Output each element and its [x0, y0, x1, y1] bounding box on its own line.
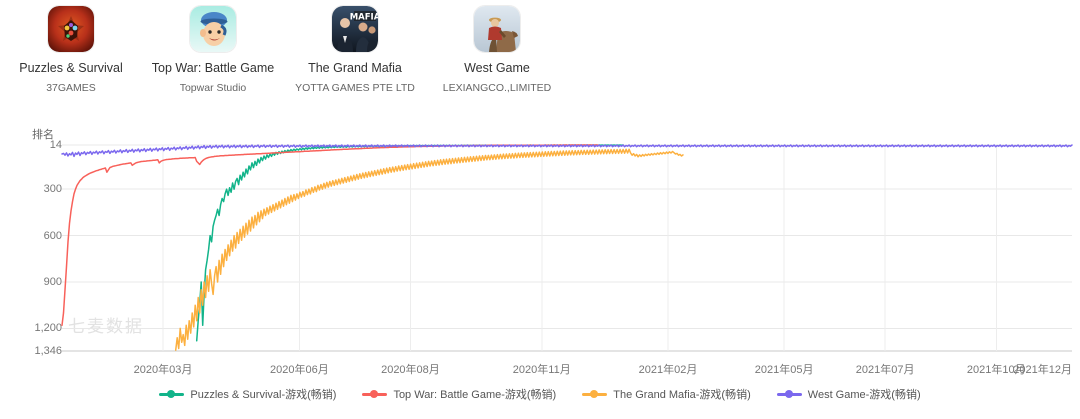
- x-tick-label: 2021年07月: [855, 364, 915, 376]
- app-developer: 37GAMES: [46, 82, 96, 94]
- legend-label: The Grand Mafia-游戏(畅销): [613, 389, 751, 401]
- y-axis-ticks: 14 300 600 900 1,200 1,346: [0, 112, 62, 419]
- top-war-battle-game-icon[interactable]: [190, 6, 236, 52]
- x-tick-label: 2021年12月: [1013, 364, 1072, 376]
- x-tick-label: 2021年02月: [638, 364, 698, 376]
- y-tick-label: 900: [43, 276, 62, 289]
- y-tick-label: 600: [43, 229, 62, 242]
- legend-swatch-icon: [582, 389, 608, 400]
- the-grand-mafia-icon[interactable]: MAFIA: [332, 6, 378, 52]
- legend-label: West Game-游戏(畅销): [807, 389, 921, 401]
- rank-trend-chart[interactable]: 排名 七麦数据 14 300 600 900 1,200 1,346 2020年03月 20…: [0, 112, 1080, 419]
- app-card-grand-mafia[interactable]: MAFIA The Grand Mafia YOTTA GAMES PTE LT…: [284, 6, 426, 106]
- puzzles-survival-icon[interactable]: [48, 6, 94, 52]
- legend-swatch-icon: [159, 389, 185, 400]
- series-line[interactable]: [61, 144, 1073, 158]
- x-tick-label: 2020年03月: [133, 364, 193, 376]
- y-tick-label: 1,200: [34, 322, 62, 335]
- x-tick-label: 2020年08月: [381, 364, 440, 376]
- app-name: Top War: Battle Game: [151, 61, 275, 75]
- app-name: The Grand Mafia: [308, 61, 402, 75]
- legend-label: Puzzles & Survival-游戏(畅销): [190, 389, 337, 401]
- app-card-west-game[interactable]: West Game LEXIANGCO.,LIMITED: [426, 6, 568, 106]
- legend-item[interactable]: West Game-游戏(畅销): [776, 386, 921, 402]
- chart-plot[interactable]: [0, 112, 1080, 419]
- x-tick-label: 2021年05月: [754, 364, 814, 376]
- y-tick-label: 300: [43, 183, 62, 196]
- chart-legend[interactable]: Puzzles & Survival-游戏(畅销) Top War: Battle…: [0, 386, 1080, 402]
- svg-text:MAFIA: MAFIA: [350, 13, 378, 23]
- app-developer: Topwar Studio: [179, 82, 247, 94]
- series-line[interactable]: [195, 144, 624, 342]
- x-tick-label: 2020年06月: [269, 364, 329, 376]
- app-card-top-war[interactable]: Top War: Battle Game Topwar Studio: [142, 6, 284, 106]
- legend-label: Top War: Battle Game-游戏(畅销): [393, 389, 557, 401]
- app-name: Puzzles & Survival: [19, 61, 123, 75]
- legend-swatch-icon: [362, 389, 388, 400]
- legend-item[interactable]: Top War: Battle Game-游戏(畅销): [362, 386, 556, 402]
- legend-item[interactable]: Puzzles & Survival-游戏(畅销): [159, 386, 336, 402]
- west-game-icon[interactable]: [474, 6, 520, 52]
- y-tick-label: 14: [49, 139, 62, 151]
- app-developer: LEXIANGCO.,LIMITED: [442, 82, 552, 94]
- series-line[interactable]: [174, 148, 684, 351]
- chart-watermark: 七麦数据: [68, 317, 144, 338]
- app-name: West Game: [464, 61, 530, 75]
- app-developer: YOTTA GAMES PTE LTD: [295, 82, 415, 94]
- x-tick-label: 2020年11月: [512, 364, 571, 376]
- app-list: Puzzles & Survival 37GAMES: [0, 6, 570, 106]
- legend-item[interactable]: The Grand Mafia-游戏(畅销): [582, 386, 751, 402]
- y-tick-label: 1,346: [34, 345, 62, 357]
- app-card-puzzles-survival[interactable]: Puzzles & Survival 37GAMES: [0, 6, 142, 106]
- y-axis-title: 排名: [32, 129, 54, 141]
- legend-swatch-icon: [776, 389, 802, 400]
- x-tick-label: 2021年10月: [966, 364, 1026, 376]
